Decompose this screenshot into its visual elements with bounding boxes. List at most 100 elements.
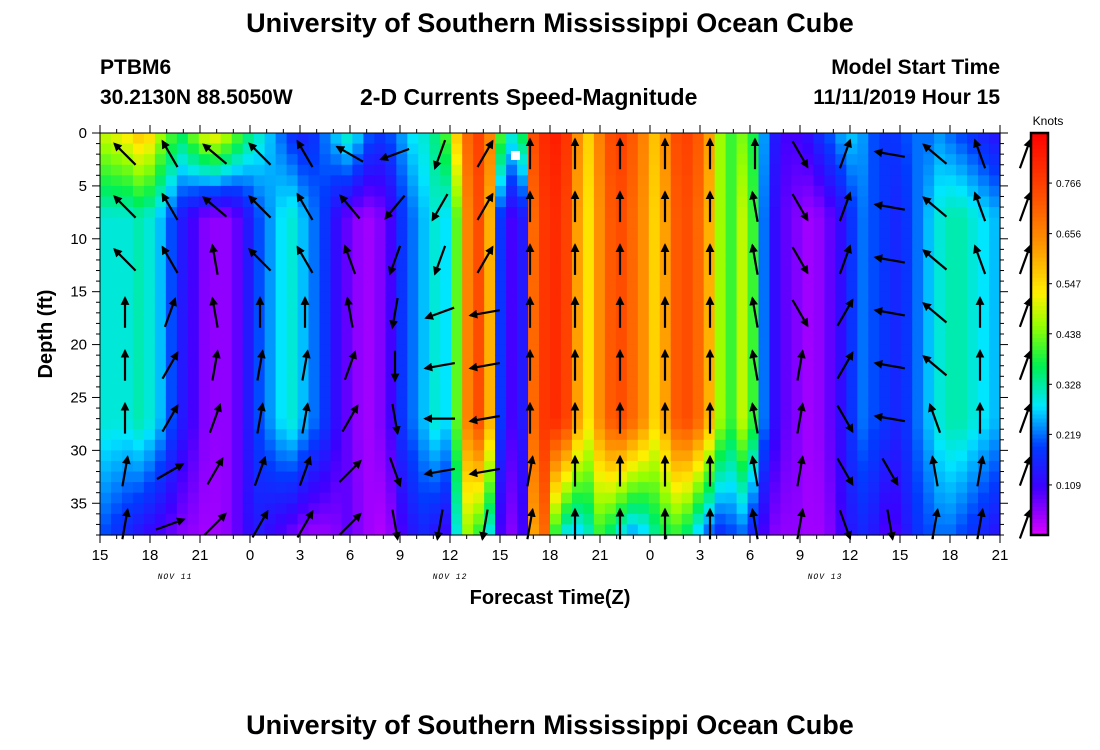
heatmap-cell	[330, 386, 343, 399]
heatmap-cell	[220, 376, 233, 388]
x-tick-label: 15	[492, 547, 509, 564]
colorbar-segment	[1031, 490, 1048, 496]
heatmap-cell	[440, 418, 452, 430]
heatmap-cell	[319, 386, 332, 399]
heatmap-cell	[824, 175, 836, 187]
heatmap-cell	[396, 450, 408, 462]
heatmap-cell	[978, 524, 990, 536]
heatmap-cell	[484, 418, 496, 430]
heatmap-cell	[813, 323, 825, 335]
heatmap-cell	[824, 133, 836, 145]
heatmap-cell	[934, 196, 946, 208]
heatmap-cell	[132, 524, 145, 536]
heatmap-cell	[758, 386, 771, 399]
heatmap-cell	[615, 228, 628, 240]
heatmap-cell	[791, 291, 804, 303]
heatmap-cell	[374, 281, 386, 293]
colorbar-segment	[1031, 366, 1048, 371]
current-vector	[339, 194, 361, 220]
heatmap-cell	[484, 259, 496, 272]
heatmap-cell	[725, 492, 738, 504]
heatmap-cell	[692, 439, 705, 451]
heatmap-cell	[659, 175, 672, 187]
heatmap-cell	[681, 270, 694, 282]
heatmap-cell	[352, 323, 365, 335]
heatmap-cell	[846, 228, 858, 240]
heatmap-cell	[275, 418, 288, 430]
heatmap-cell	[242, 344, 255, 356]
heatmap-cell	[407, 334, 419, 346]
heatmap-cell	[528, 513, 540, 526]
heatmap-cell	[769, 249, 782, 261]
heatmap-cell	[506, 482, 518, 494]
heatmap-cell	[560, 270, 573, 282]
heatmap-cell	[791, 228, 804, 240]
heatmap-cell	[495, 439, 507, 451]
heatmap-cell	[385, 513, 397, 526]
heatmap-cell	[813, 238, 825, 250]
heatmap-cell	[198, 365, 211, 377]
heatmap-cell	[198, 238, 211, 250]
current-vector	[434, 509, 444, 541]
y-tick-label: 25	[70, 389, 87, 406]
colorbar-segment	[1031, 221, 1048, 227]
heatmap-cell	[956, 355, 968, 367]
heatmap-cell	[396, 386, 408, 399]
heatmap-cell	[451, 323, 463, 335]
heatmap-cell	[165, 154, 178, 166]
heatmap-cell	[473, 450, 485, 462]
heatmap-cell	[637, 196, 650, 208]
heatmap-cell	[506, 312, 518, 325]
heatmap-cell	[648, 482, 661, 494]
heatmap-cell	[550, 143, 562, 155]
colorbar-segment	[1031, 301, 1048, 307]
heatmap-cell	[978, 270, 990, 282]
heatmap-cell	[670, 386, 683, 399]
heatmap-cell	[132, 175, 145, 187]
heatmap-cell	[626, 386, 639, 399]
heatmap-cell	[473, 503, 485, 515]
heatmap-cell	[857, 175, 869, 187]
heatmap-cell	[154, 460, 167, 473]
heatmap-cell	[418, 323, 430, 335]
heatmap-cell	[286, 439, 299, 451]
heatmap-cell	[824, 323, 836, 335]
heatmap-cell	[242, 217, 255, 229]
colorbar-segment	[1031, 354, 1048, 359]
heatmap-cell	[989, 133, 1001, 145]
heatmap-cell	[100, 397, 112, 409]
colorbar-segment	[1031, 225, 1048, 231]
heatmap-cell	[923, 270, 935, 282]
heatmap-cell	[517, 175, 529, 187]
heatmap-cell	[879, 492, 891, 504]
heatmap-cell	[945, 207, 957, 219]
heatmap-cell	[791, 154, 804, 166]
heatmap-cell	[473, 471, 485, 483]
heatmap-cell	[385, 133, 397, 145]
heatmap-cell	[648, 376, 661, 388]
heatmap-cell	[220, 259, 233, 272]
heatmap-cell	[648, 164, 661, 176]
heatmap-cell	[857, 133, 869, 145]
heatmap-cell	[275, 238, 288, 250]
heatmap-cell	[363, 143, 375, 155]
heatmap-cell	[604, 482, 617, 494]
heatmap-cell	[637, 524, 650, 536]
heatmap-cell	[506, 334, 518, 346]
heatmap-cell	[813, 418, 825, 430]
heatmap-cell	[484, 217, 496, 229]
heatmap-cell	[604, 312, 617, 325]
heatmap-cell	[308, 228, 321, 240]
heatmap-cell	[242, 133, 255, 145]
heatmap-cell	[923, 312, 935, 325]
heatmap-cell	[275, 492, 288, 504]
heatmap-cell	[330, 418, 343, 430]
y-tick-label: 5	[79, 178, 87, 195]
heatmap-cell	[550, 513, 562, 526]
heatmap-cell	[473, 524, 485, 536]
heatmap-cell	[626, 344, 639, 356]
heatmap-cell	[407, 143, 419, 155]
heatmap-cell	[462, 471, 474, 483]
heatmap-cell	[440, 281, 452, 293]
heatmap-cell	[418, 291, 430, 303]
